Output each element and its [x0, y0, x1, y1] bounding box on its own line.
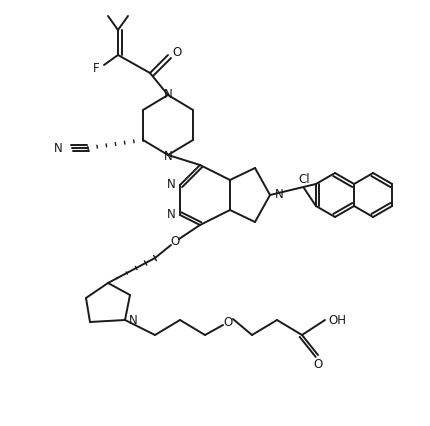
Text: N: N: [53, 141, 62, 155]
Text: O: O: [170, 236, 179, 248]
Text: N: N: [163, 87, 172, 101]
Text: O: O: [313, 359, 322, 371]
Text: F: F: [92, 63, 99, 75]
Text: O: O: [172, 46, 181, 58]
Text: N: N: [166, 178, 175, 192]
Text: N: N: [166, 208, 175, 222]
Text: O: O: [223, 316, 232, 328]
Text: Cl: Cl: [298, 173, 309, 187]
Text: N: N: [128, 314, 137, 326]
Text: N: N: [274, 188, 283, 201]
Text: N: N: [163, 150, 172, 162]
Text: OH: OH: [327, 314, 345, 326]
